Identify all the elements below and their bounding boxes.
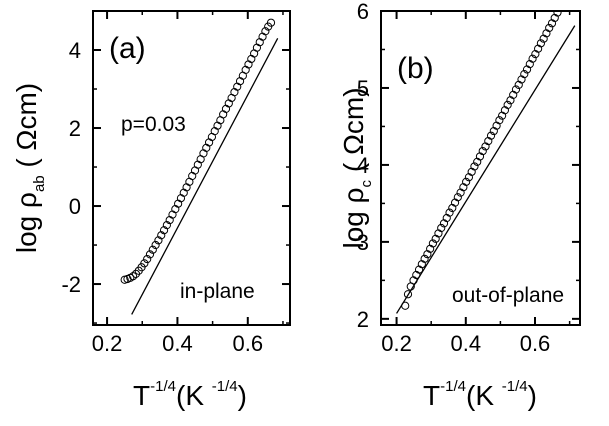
y-tick-label: 6: [357, 0, 369, 24]
x-axis-title: T-1/4(K -1/4): [423, 378, 537, 411]
plot-area: [397, 4, 575, 313]
y-axis-title: log ρc ( Ωcm): [338, 87, 375, 248]
x-tick-label: 0.2: [92, 331, 123, 356]
x-axis-title: T-1/4(K -1/4): [133, 378, 247, 411]
x-tick-label: 0.4: [162, 331, 193, 356]
y-tick-label: 2: [69, 116, 81, 141]
chart-panel-a: 0.2 0.4 0.6 -2 0 2 4 (a) p=0.03 in-plane T-1/4(K -…: [11, 11, 290, 411]
y-tick-label: 4: [69, 38, 81, 63]
y-tick-label: -2: [61, 272, 81, 297]
y-axis-title: log ρab ( Ωcm): [11, 83, 48, 253]
y-tick-label: 2: [357, 307, 369, 332]
annotation-direction: out-of-plane: [452, 284, 564, 307]
x-tick-label: 0.6: [520, 331, 551, 356]
annotation-dopant: p=0.03: [121, 113, 186, 136]
panel-label: (b): [397, 52, 434, 85]
panel-label: (a): [109, 32, 146, 65]
annotation-direction: in-plane: [180, 280, 255, 303]
y-tick-label: 0: [69, 194, 81, 219]
data-point: [402, 302, 409, 309]
fit-line: [132, 38, 278, 314]
x-tick-label: 0.2: [381, 331, 412, 356]
x-tick-label: 0.4: [450, 331, 481, 356]
x-tick-label: 0.6: [232, 331, 263, 356]
